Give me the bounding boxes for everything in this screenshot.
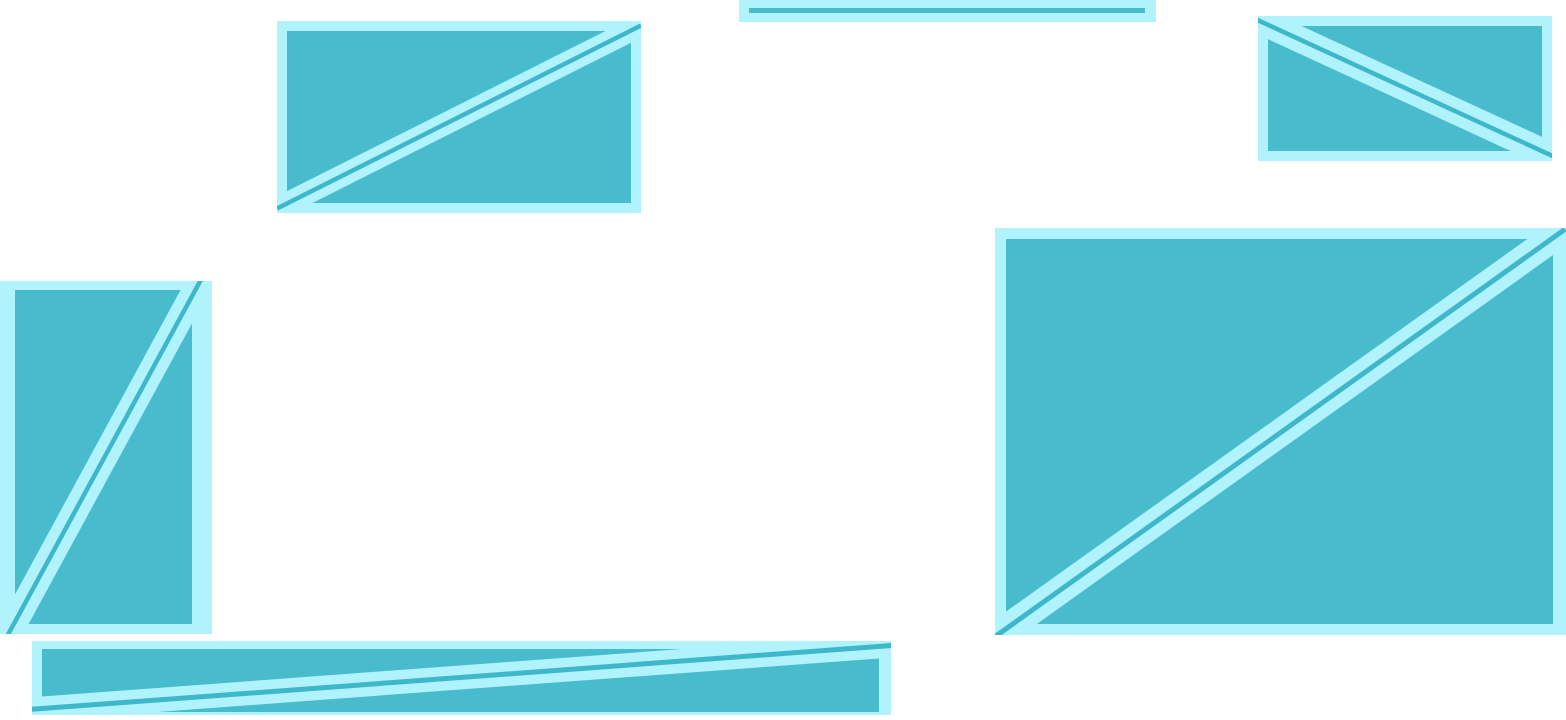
top-left-box [277, 21, 641, 213]
top-right-box [1258, 16, 1552, 161]
top-strip-box [739, 0, 1156, 22]
bottom-wide-box-diagonal-line [32, 643, 891, 712]
large-right-box [995, 228, 1566, 635]
left-tall-box-diagonal-line [5, 281, 203, 634]
left-tall-box [0, 281, 212, 634]
top-strip-box-fill [749, 8, 1145, 13]
top-right-box-diagonal-line [1258, 17, 1552, 159]
large-right-box-diagonal-line [995, 228, 1566, 635]
bottom-wide-box [32, 641, 891, 715]
top-left-box-diagonal-line [277, 23, 641, 211]
